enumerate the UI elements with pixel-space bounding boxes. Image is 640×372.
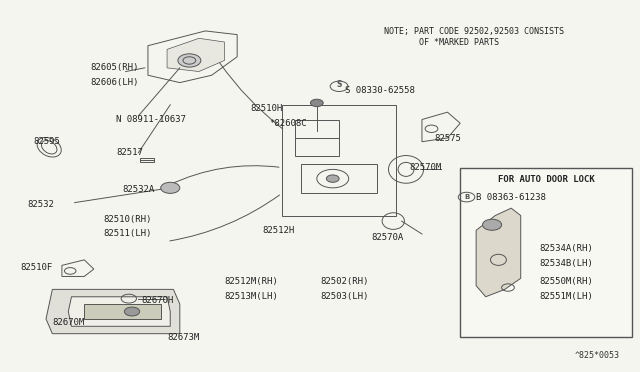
Text: 82512M(RH): 82512M(RH) [225,278,278,286]
Bar [460,167,632,337]
Text: ^825*0053: ^825*0053 [575,350,620,359]
Text: 82570M: 82570M [409,163,442,172]
Bar [84,304,161,319]
Text: 82513M(LH): 82513M(LH) [225,292,278,301]
Text: 82605(RH): 82605(RH) [91,63,139,72]
Text: 82670H: 82670H [141,296,174,305]
Text: 82551M(LH): 82551M(LH) [540,292,593,301]
Text: S 08330-62558: S 08330-62558 [346,86,415,94]
Polygon shape [167,38,225,71]
Bar [301,164,378,193]
Text: 82532A: 82532A [122,185,155,194]
Text: NOTE; PART CODE 92502,92503 CONSISTS
       OF *MARKED PARTS: NOTE; PART CODE 92502,92503 CONSISTS OF … [384,27,564,46]
Circle shape [483,219,502,230]
Circle shape [161,182,180,193]
Text: 82595: 82595 [33,137,60,146]
Text: 82532: 82532 [27,200,54,209]
Text: B 08363-61238: B 08363-61238 [476,193,546,202]
Text: *82608C: *82608C [269,119,307,128]
Text: B: B [464,194,469,200]
Text: 82534A(RH): 82534A(RH) [540,244,593,253]
Text: 82511(LH): 82511(LH) [103,230,152,238]
Text: 82550M(RH): 82550M(RH) [540,278,593,286]
Text: 82510H: 82510H [250,104,282,113]
Bar [282,105,396,215]
Text: 82606(LH): 82606(LH) [91,78,139,87]
Circle shape [178,54,201,67]
Text: 82570A: 82570A [371,233,403,242]
Circle shape [124,307,140,316]
Text: 82575: 82575 [435,134,461,142]
Bar [140,158,154,162]
Text: N 08911-10637: N 08911-10637 [116,115,186,124]
Text: 82502(RH): 82502(RH) [320,278,369,286]
Text: S: S [337,80,342,89]
Circle shape [326,175,339,182]
Bar [294,119,339,157]
Text: 82510F: 82510F [20,263,52,272]
Text: 82503(LH): 82503(LH) [320,292,369,301]
Text: 82512H: 82512H [262,226,295,235]
Text: 82534B(LH): 82534B(LH) [540,259,593,268]
Polygon shape [46,289,180,334]
Polygon shape [476,208,521,297]
Circle shape [310,99,323,107]
Text: 82517: 82517 [116,148,143,157]
Text: 82673M: 82673M [167,333,199,342]
Polygon shape [68,297,170,326]
Text: 82510(RH): 82510(RH) [103,215,152,224]
Text: FOR AUTO DOOR LOCK: FOR AUTO DOOR LOCK [498,175,595,184]
Text: 82670M: 82670M [52,318,84,327]
